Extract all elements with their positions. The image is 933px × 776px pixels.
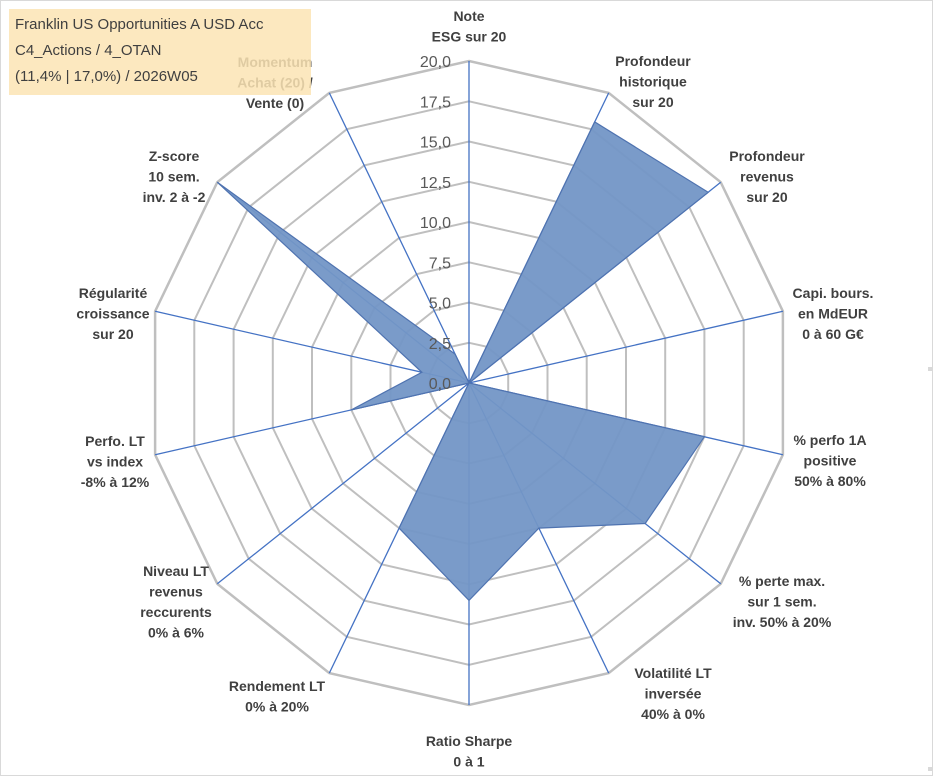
tick-label: 15,0 [420,135,451,152]
axis-label-line: vs index [87,454,143,470]
axis-label-line: 50% à 80% [794,473,866,489]
axis-label-line: Volatilité LT [634,665,712,681]
axis-label-line: sur 20 [92,326,133,342]
axis-label-3: Capi. bours. en MdEUR 0 à 60 G€ [793,285,874,342]
tick-label: 12,5 [420,175,451,192]
fund-name: Franklin US Opportunities A USD Acc [15,16,264,33]
axis-label-line: positive [804,453,857,469]
axis-label-line: % perfo 1A [793,432,866,448]
axis-label-7: Ratio Sharpe 0 à 1 [426,733,513,770]
axis-label-6: Volatilité LT inversée 40% à 0% [634,665,712,722]
tick-layer: 0,0 2,5 5,0 7,5 10,0 12,5 15,0 17,5 20,0 [420,54,451,393]
axis-label-line: Note [453,8,484,24]
axis-label-line: % perte max. [739,573,825,589]
tick-label: 7,5 [429,255,451,272]
tick-label: 10,0 [420,215,451,232]
axis-spoke-11 [154,310,470,384]
axis-label-line: en MdEUR [798,306,868,322]
scroll-marker-top [928,367,932,371]
axis-label-line: ESG sur 20 [432,29,507,45]
axis-label-line: inv. 2 à -2 [143,189,206,205]
fund-category: C4_Actions / 4_OTAN [15,42,162,59]
axis-label-line: revenus [740,169,794,185]
fund-stats: (11,4% | 17,0%) / 2026W05 [15,68,198,85]
axis-label-2: Profondeur revenus sur 20 [729,148,805,205]
axis-label-line: Vente (0) [246,95,304,111]
axis-label-line: 0 à 1 [453,754,484,770]
axis-label-line: 0% à 20% [245,699,309,715]
axis-label-0: Note ESG sur 20 [432,8,507,45]
axis-label-line: historique [619,74,687,90]
axis-label-5: % perte max. sur 1 sem. inv. 50% à 20% [733,573,832,630]
tick-label: 20,0 [420,54,451,71]
axis-label-9: Niveau LT revenus reccurents 0% à 6% [140,563,212,641]
axis-label-line: Niveau LT [143,563,209,579]
axis-label-line: inversée [645,686,702,702]
axis-spoke-9 [216,382,470,585]
axis-spoke-3 [468,310,784,384]
tick-label: 0,0 [429,376,451,393]
axis-label-4: % perfo 1A positive 50% à 80% [793,432,866,489]
tick-label: 5,0 [429,296,451,313]
axis-label-line: sur 1 sem. [747,594,816,610]
axis-label-line: Profondeur [729,148,805,164]
axis-label-line: 0 à 60 G€ [802,326,864,342]
axis-label-line: Capi. bours. [793,285,874,301]
axis-label-11: Régularité croissance sur 20 [76,285,149,342]
series-layer [216,121,710,602]
axis-label-line: reccurents [140,604,212,620]
scroll-marker-bottom [928,767,932,771]
axis-label-line: sur 20 [746,189,787,205]
tick-label: 2,5 [429,336,451,353]
tick-label: 17,5 [420,94,451,111]
axis-label-line: 0% à 6% [148,625,205,641]
axis-label-line: Régularité [79,285,148,301]
axis-label-12: Z-score 10 sem. inv. 2 à -2 [143,148,206,205]
axis-label-line: revenus [149,584,203,600]
axis-label-line: 10 sem. [148,169,199,185]
axis-label-8: Rendement LT 0% à 20% [229,678,326,715]
axis-label-10: Perfo. LT vs index -8% à 12% [81,433,150,490]
axis-label-line: -8% à 12% [81,474,150,490]
axis-label-line: croissance [76,306,149,322]
axis-label-line: Z-score [149,148,200,164]
axis-label-line: Perfo. LT [85,433,145,449]
axis-label-1: Profondeur historique sur 20 [615,53,691,110]
axis-label-line: Ratio Sharpe [426,733,513,749]
axis-spoke-13 [328,92,470,384]
series-area [216,121,710,602]
axis-label-line: Rendement LT [229,678,326,694]
axis-label-line: inv. 50% à 20% [733,614,832,630]
axis-label-line: Profondeur [615,53,691,69]
axis-label-line: 40% à 0% [641,706,705,722]
axis-label-line: sur 20 [632,94,673,110]
fund-info-box: Franklin US Opportunities A USD Acc C4_A… [9,9,311,95]
